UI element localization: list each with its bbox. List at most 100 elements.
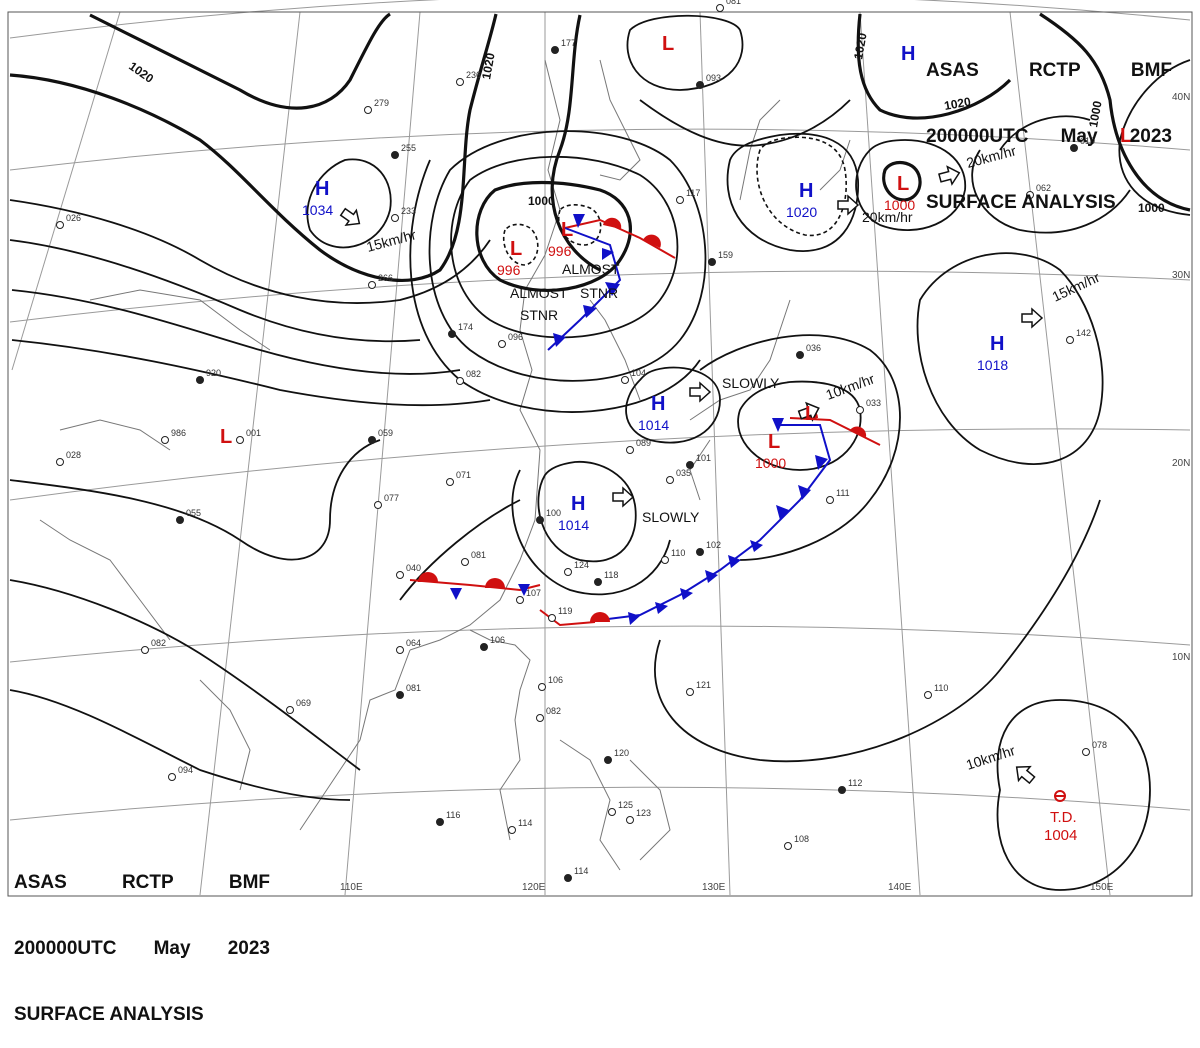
isobar — [89, 12, 391, 110]
station-circle — [374, 501, 382, 509]
isobar — [11, 289, 461, 375]
motion-arrow-icon — [837, 194, 860, 216]
warm-front — [539, 609, 596, 627]
station-circle — [856, 406, 864, 414]
latitude-line — [9, 270, 1191, 323]
high-center-letter: H — [901, 43, 915, 65]
coastline — [739, 99, 781, 201]
station-value: 123 — [636, 808, 651, 818]
cold-front-triangle — [628, 612, 640, 625]
station-value: 174 — [458, 322, 473, 332]
station-circle — [676, 196, 684, 204]
fronts — [409, 214, 881, 627]
station-code: RCTP — [1028, 60, 1081, 81]
motion-arrow-icon — [339, 207, 361, 227]
product-name: SURFACE ANALYSIS — [926, 192, 1116, 213]
latitude-labels: 40N 30N 20N 10N — [1172, 92, 1190, 663]
cold-front-triangle — [750, 540, 763, 552]
station-value: 069 — [296, 698, 311, 708]
graticule — [7, 0, 1193, 897]
station-value: 093 — [706, 73, 721, 83]
station-circle — [1026, 191, 1034, 199]
agency-code: ASAS — [926, 60, 979, 81]
station-circle — [538, 683, 546, 691]
coastline — [89, 289, 271, 351]
station-value: 266 — [378, 273, 393, 283]
station-value: 236 — [466, 70, 481, 80]
latitude-line — [9, 128, 1191, 171]
arrow-shape — [1015, 765, 1036, 785]
low-center-letter: L — [220, 426, 232, 448]
station-value: 082 — [151, 638, 166, 648]
isobar — [625, 366, 721, 444]
station-circle — [564, 874, 572, 882]
cold-front — [547, 227, 622, 351]
station-value: 279 — [374, 98, 389, 108]
motion-label: STNR — [520, 307, 558, 323]
longitude-line — [199, 11, 301, 896]
center-pressure-value: 1014 — [638, 417, 669, 433]
coastline — [39, 519, 171, 641]
cold-front-triangle — [776, 505, 789, 520]
station-circle — [661, 556, 669, 564]
station-value: 114 — [518, 818, 532, 828]
station-code: RCTP — [121, 872, 174, 893]
station-circle — [1082, 748, 1090, 756]
warm-front-semicircle — [590, 612, 610, 622]
station-value: 106 — [490, 635, 505, 645]
longitude-line — [1009, 11, 1111, 896]
isobar-label: 1020 — [851, 31, 869, 60]
arrow-shape — [797, 401, 820, 422]
station-value: 055 — [186, 508, 201, 518]
station-circle — [686, 461, 694, 469]
title-block-top: ASAS RCTP BMF 200000UTC May 2023 SURFACE ANA… — [926, 16, 1172, 236]
isobar — [428, 130, 707, 382]
station-value: 062 — [1036, 183, 1051, 193]
station-circle — [696, 548, 704, 556]
arrow-shape — [938, 165, 961, 186]
valid-year: 2023 — [1129, 126, 1172, 147]
high-center-letter: H — [651, 393, 665, 415]
isobar — [856, 13, 1012, 120]
longitude-line — [11, 11, 121, 371]
motion-label: SLOWLY — [642, 509, 700, 525]
isobar-label: 1000 — [1138, 201, 1165, 215]
isobar — [11, 339, 491, 407]
isobar — [971, 149, 1131, 234]
longitude-line — [344, 11, 421, 896]
isobar — [9, 439, 381, 561]
station-value: 120 — [614, 748, 629, 758]
cold-front-triangle — [798, 485, 811, 500]
station-circle — [924, 691, 932, 699]
suffix-code: BMF — [1130, 60, 1172, 81]
cold-front-triangle — [680, 588, 693, 600]
station-circle — [604, 756, 612, 764]
station-value: 119 — [558, 606, 572, 616]
isobar — [550, 14, 601, 272]
station-value: 107 — [526, 588, 541, 598]
agency-code: ASAS — [14, 872, 67, 893]
valid-time: 200000UTC — [14, 938, 117, 959]
motion-label: ALMOST — [510, 285, 568, 301]
warm-front-semicircle — [603, 217, 622, 229]
station-circle — [686, 688, 694, 696]
station-circle — [141, 646, 149, 654]
cold-front-triangle — [815, 455, 828, 470]
isobar — [1118, 59, 1191, 216]
cold-front-triangle — [772, 418, 784, 432]
isobar — [855, 139, 966, 231]
cold-front-triangle — [553, 333, 566, 347]
suffix-code: BMF — [228, 872, 270, 893]
station-circle — [436, 818, 444, 826]
station-circle — [364, 106, 372, 114]
station-value: 117 — [686, 188, 700, 198]
station-circle — [1066, 336, 1074, 344]
warm-front-semicircle — [643, 234, 661, 248]
station-circle — [161, 436, 169, 444]
longitude-line — [859, 11, 921, 896]
station-value: 125 — [618, 800, 633, 810]
isobar — [511, 469, 671, 596]
arrow-shape — [689, 381, 712, 403]
station-value: 102 — [706, 540, 721, 550]
isobar — [756, 136, 847, 237]
